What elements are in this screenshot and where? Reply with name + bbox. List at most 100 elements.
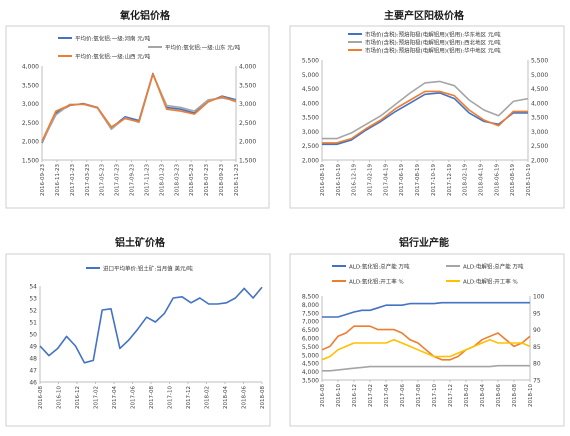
legend-label: 市场价(含税):预焙阳极(电解铝用)(铝用):华东地区 元/吨 bbox=[365, 31, 501, 39]
y-tick-label: 7,500 bbox=[302, 310, 319, 317]
x-tick-label: 2017-10 bbox=[168, 386, 174, 409]
y-tick-label: 2,000 bbox=[302, 158, 319, 165]
x-tick-label: 2018-08 bbox=[260, 386, 266, 409]
y-tick-label: 4,500 bbox=[302, 86, 319, 93]
x-tick-label: 2016-12 bbox=[352, 384, 358, 407]
plot-layer: 1,500 2,000 2,500 3,000 3,500 4,000 1,500 2,000… bbox=[22, 31, 549, 409]
series-line bbox=[322, 364, 530, 372]
chart-title: 氧化铝价格 bbox=[119, 9, 171, 22]
series-line bbox=[41, 73, 237, 142]
y-tick-label: 2,500 bbox=[22, 120, 39, 127]
y-right-tick-label: 4,000 bbox=[239, 64, 256, 71]
x-tick-label: 2017-10-19 bbox=[431, 164, 437, 196]
y-right-tick-label: 3,500 bbox=[239, 82, 256, 89]
x-tick-label: 2017-09-23 bbox=[130, 164, 136, 196]
x-tick-label: 2018-04-19 bbox=[478, 164, 484, 196]
y-tick-label: 52 bbox=[29, 308, 37, 315]
series-line bbox=[321, 325, 531, 361]
y-tick-label: 1,500 bbox=[22, 158, 39, 165]
x-tick-label: 2018-05-23 bbox=[189, 164, 195, 196]
x-tick-label: 2018-01-23 bbox=[159, 164, 165, 196]
x-tick-label: 2018-02 bbox=[464, 384, 470, 407]
x-tick-label: 2016-10-19 bbox=[336, 164, 342, 196]
x-tick-label: 2017-06 bbox=[400, 384, 406, 407]
x-tick-label: 2016-12 bbox=[75, 386, 81, 409]
x-tick-label: 2017-10 bbox=[432, 384, 438, 407]
y-tick-label: 48 bbox=[29, 356, 37, 363]
x-tick-label: 2018-07-23 bbox=[204, 164, 210, 196]
chart-border bbox=[289, 253, 565, 427]
x-tick-label: 2016-10 bbox=[336, 384, 342, 407]
x-tick-label: 2017-02 bbox=[368, 384, 374, 407]
y-tick-label: 46 bbox=[29, 380, 37, 387]
x-tick-label: 2017-08 bbox=[416, 384, 422, 407]
y-tick-label: 2,000 bbox=[22, 139, 39, 146]
x-tick-label: 2018-04 bbox=[480, 384, 486, 407]
y-right-tick-label: 75 bbox=[533, 378, 541, 385]
y-tick-label: 5,000 bbox=[302, 352, 319, 359]
y-tick-label: 3,500 bbox=[302, 378, 319, 385]
x-tick-label: 2017-12 bbox=[448, 384, 454, 407]
y-right-tick-label: 2,000 bbox=[239, 139, 256, 146]
chart-title: 铝行业产能 bbox=[399, 236, 449, 249]
y-tick-label: 5,000 bbox=[302, 72, 319, 79]
x-tick-label: 2016-12-19 bbox=[352, 164, 358, 196]
y-tick-label: 7,000 bbox=[302, 319, 319, 326]
legend-label: ALD:电解铝:总产能 万吨 bbox=[463, 263, 524, 271]
y-tick-label: 3,000 bbox=[22, 101, 39, 108]
legend-label: 进口平均单价:铝土矿:当月值 美元/吨 bbox=[103, 265, 193, 273]
chart-title: 主要产区阳极价格 bbox=[384, 9, 465, 22]
chart-border bbox=[5, 253, 271, 427]
x-tick-label: 2017-11-23 bbox=[144, 164, 150, 196]
y-tick-label: 3,500 bbox=[22, 82, 39, 89]
y-tick-label: 5,500 bbox=[302, 344, 319, 351]
x-tick-label: 2017-06-19 bbox=[399, 164, 405, 196]
x-tick-label: 2018-03-23 bbox=[174, 164, 180, 196]
y-tick-label: 4,000 bbox=[302, 100, 319, 107]
y-tick-label: 2,500 bbox=[302, 143, 319, 150]
chart-alumina-price: 氧化铝价格 bbox=[5, 9, 270, 209]
y-tick-label: 5,500 bbox=[302, 58, 319, 65]
x-tick-label: 2018-06-19 bbox=[494, 164, 500, 196]
y-right-tick-label: 85 bbox=[533, 344, 541, 351]
x-tick-label: 2017-06 bbox=[131, 386, 137, 409]
y-tick-label: 49 bbox=[29, 344, 37, 351]
x-tick-label: 2016-10 bbox=[57, 386, 63, 409]
y-tick-label: 6,500 bbox=[302, 327, 319, 334]
legend-label: ALD:电解铝:开工率 % bbox=[463, 278, 518, 286]
x-tick-label: 2018-11-23 bbox=[234, 164, 240, 196]
x-tick-label: 2017-04 bbox=[384, 384, 390, 407]
y-tick-label: 51 bbox=[29, 320, 37, 327]
y-right-tick-label: 2,000 bbox=[531, 158, 548, 165]
legend-label: 市场价(含税):预焙阳极(电解铝用)(铝用):华中地区 元/吨 bbox=[365, 47, 501, 55]
y-right-tick-label: 1,500 bbox=[239, 158, 256, 165]
x-tick-label: 2018-10 bbox=[528, 384, 534, 407]
x-tick-label: 2017-01-23 bbox=[70, 164, 76, 196]
y-right-tick-label: 5,500 bbox=[531, 58, 548, 65]
legend-label: 市场价(含税):预焙阳极(电解铝用)(铝用):西北地区 元/吨 bbox=[365, 39, 501, 47]
x-tick-label: 2016-08 bbox=[320, 384, 326, 407]
y-right-tick-label: 2,500 bbox=[239, 120, 256, 127]
x-tick-label: 2018-04 bbox=[223, 386, 229, 409]
y-right-tick-label: 3,500 bbox=[531, 115, 548, 122]
x-tick-label: 2017-02-19 bbox=[368, 164, 374, 196]
x-tick-label: 2018-06 bbox=[242, 386, 248, 409]
y-tick-label: 47 bbox=[29, 368, 37, 375]
x-tick-label: 2018-08 bbox=[512, 384, 518, 407]
y-right-tick-label: 4,000 bbox=[531, 100, 548, 107]
x-tick-label: 2017-08-19 bbox=[415, 164, 421, 196]
y-right-tick-label: 95 bbox=[533, 310, 541, 317]
x-tick-label: 2017-02 bbox=[94, 386, 100, 409]
chart-border bbox=[289, 25, 565, 209]
y-tick-label: 3,500 bbox=[302, 115, 319, 122]
y-right-tick-label: 3,000 bbox=[531, 129, 548, 136]
series-line bbox=[322, 80, 529, 140]
y-tick-label: 4,000 bbox=[22, 64, 39, 71]
x-tick-label: 2017-04 bbox=[112, 386, 118, 409]
x-tick-label: 2017-08 bbox=[149, 386, 155, 409]
series-line bbox=[321, 338, 531, 361]
x-tick-label: 2018-06 bbox=[496, 384, 502, 407]
x-tick-label: 2017-03-23 bbox=[85, 164, 91, 196]
x-tick-label: 2017-12-19 bbox=[447, 164, 453, 196]
